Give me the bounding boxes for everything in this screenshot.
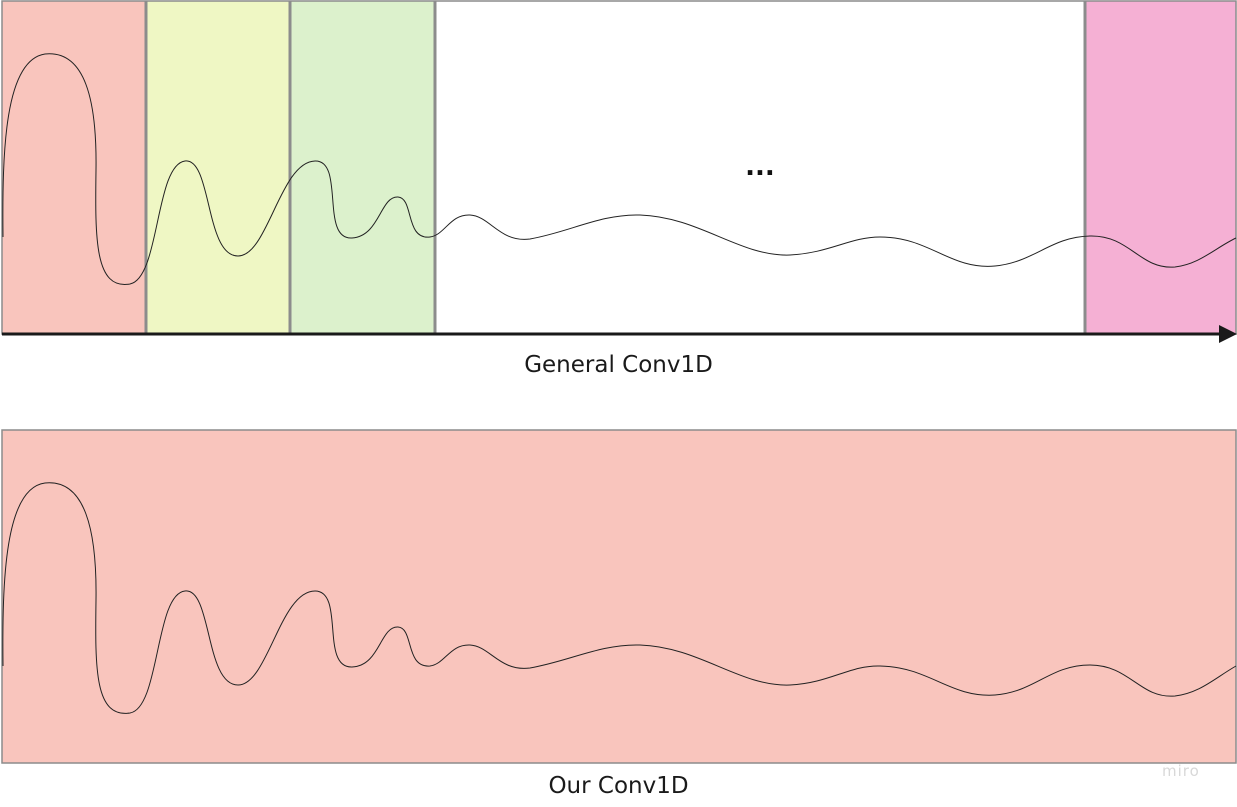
kernel-segment-3 (290, 1, 435, 334)
general-conv1d-caption: General Conv1D (524, 352, 713, 378)
ellipsis-text: ... (745, 152, 775, 182)
signal-wave (2, 53, 1237, 285)
axis-arrowhead (1219, 325, 1237, 343)
kernel-segment-gap (435, 1, 1085, 334)
single-kernel-segment (1, 429, 1237, 764)
general-conv1d-panel (1, 0, 1237, 343)
our-conv1d-caption: Our Conv1D (548, 773, 689, 799)
signal-wave (2, 482, 1237, 714)
miro-watermark: miro (1162, 762, 1200, 780)
kernel-segment-1 (2, 1, 146, 334)
kernel-segment-last (1085, 1, 1236, 334)
kernel-segment-2 (146, 1, 290, 334)
our-conv1d-panel (1, 429, 1237, 764)
